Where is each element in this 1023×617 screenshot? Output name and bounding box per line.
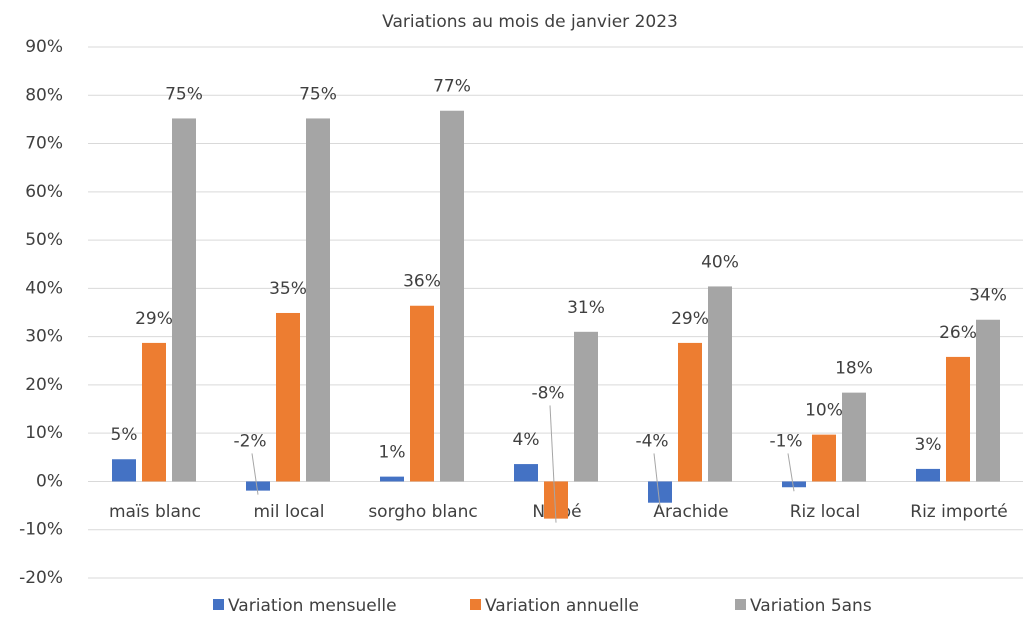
y-tick-label: -20% (19, 568, 63, 588)
leader-line (653, 453, 661, 507)
legend-swatch (470, 599, 481, 610)
data-label: 5% (111, 425, 138, 445)
bar (544, 481, 568, 519)
data-label: -8% (531, 383, 564, 403)
leader-line (251, 453, 259, 495)
data-label: 4% (513, 430, 540, 450)
legend-label: Variation 5ans (750, 596, 872, 616)
data-label: 18% (835, 359, 873, 379)
leader-line (549, 405, 557, 523)
bar (574, 331, 598, 482)
data-label: 40% (701, 252, 739, 272)
bar (678, 342, 702, 482)
bar (440, 110, 464, 482)
bar (172, 118, 196, 482)
y-tick-label: 60% (25, 182, 63, 202)
x-tick-label: mil local (253, 502, 324, 522)
bar (306, 118, 330, 482)
data-label: 36% (403, 272, 441, 292)
bar (112, 459, 136, 482)
bar (246, 481, 270, 491)
legend-swatch (735, 599, 746, 610)
legend-swatch (213, 599, 224, 610)
bar (410, 305, 434, 482)
bar (380, 476, 404, 482)
x-tick-label: Arachide (653, 502, 728, 522)
bar (842, 392, 866, 482)
chart-title: Variations au mois de janvier 2023 (382, 12, 678, 32)
bar (142, 342, 166, 482)
data-label: 26% (939, 323, 977, 343)
bar (708, 286, 732, 482)
data-label: -2% (233, 431, 266, 451)
data-label: 29% (671, 309, 709, 329)
data-label: 3% (915, 435, 942, 455)
x-tick-label: Riz local (790, 502, 860, 522)
y-tick-label: 40% (25, 278, 63, 298)
y-tick-label: 90% (25, 37, 63, 57)
x-tick-label: Riz importé (910, 502, 1007, 522)
y-tick-label: 20% (25, 375, 63, 395)
x-tick-label: sorgho blanc (368, 502, 477, 522)
legend-label: Variation annuelle (485, 596, 639, 616)
data-label: -4% (635, 431, 668, 451)
bar (276, 312, 300, 482)
data-label: 10% (805, 401, 843, 421)
bar (648, 481, 672, 503)
y-tick-label: 10% (25, 423, 63, 443)
y-tick-label: -10% (19, 520, 63, 540)
bar (916, 468, 940, 482)
leader-line (787, 453, 795, 492)
data-label: -1% (769, 431, 802, 451)
data-label: 31% (567, 298, 605, 318)
data-label: 77% (433, 77, 471, 97)
y-tick-label: 50% (25, 230, 63, 250)
data-label: 75% (299, 84, 337, 104)
bar (946, 356, 970, 482)
y-tick-label: 70% (25, 134, 63, 154)
y-tick-label: 0% (36, 471, 63, 491)
data-label: 75% (165, 84, 203, 104)
legend-label: Variation mensuelle (228, 596, 397, 616)
x-tick-label: maïs blanc (109, 502, 201, 522)
y-tick-label: 30% (25, 327, 63, 347)
data-label: 29% (135, 309, 173, 329)
data-label: 35% (269, 279, 307, 299)
y-tick-label: 80% (25, 85, 63, 105)
bar (514, 464, 538, 482)
bar (976, 319, 1000, 482)
data-label: 1% (379, 443, 406, 463)
bar (782, 481, 806, 488)
bar (812, 434, 836, 482)
data-label: 34% (969, 286, 1007, 306)
